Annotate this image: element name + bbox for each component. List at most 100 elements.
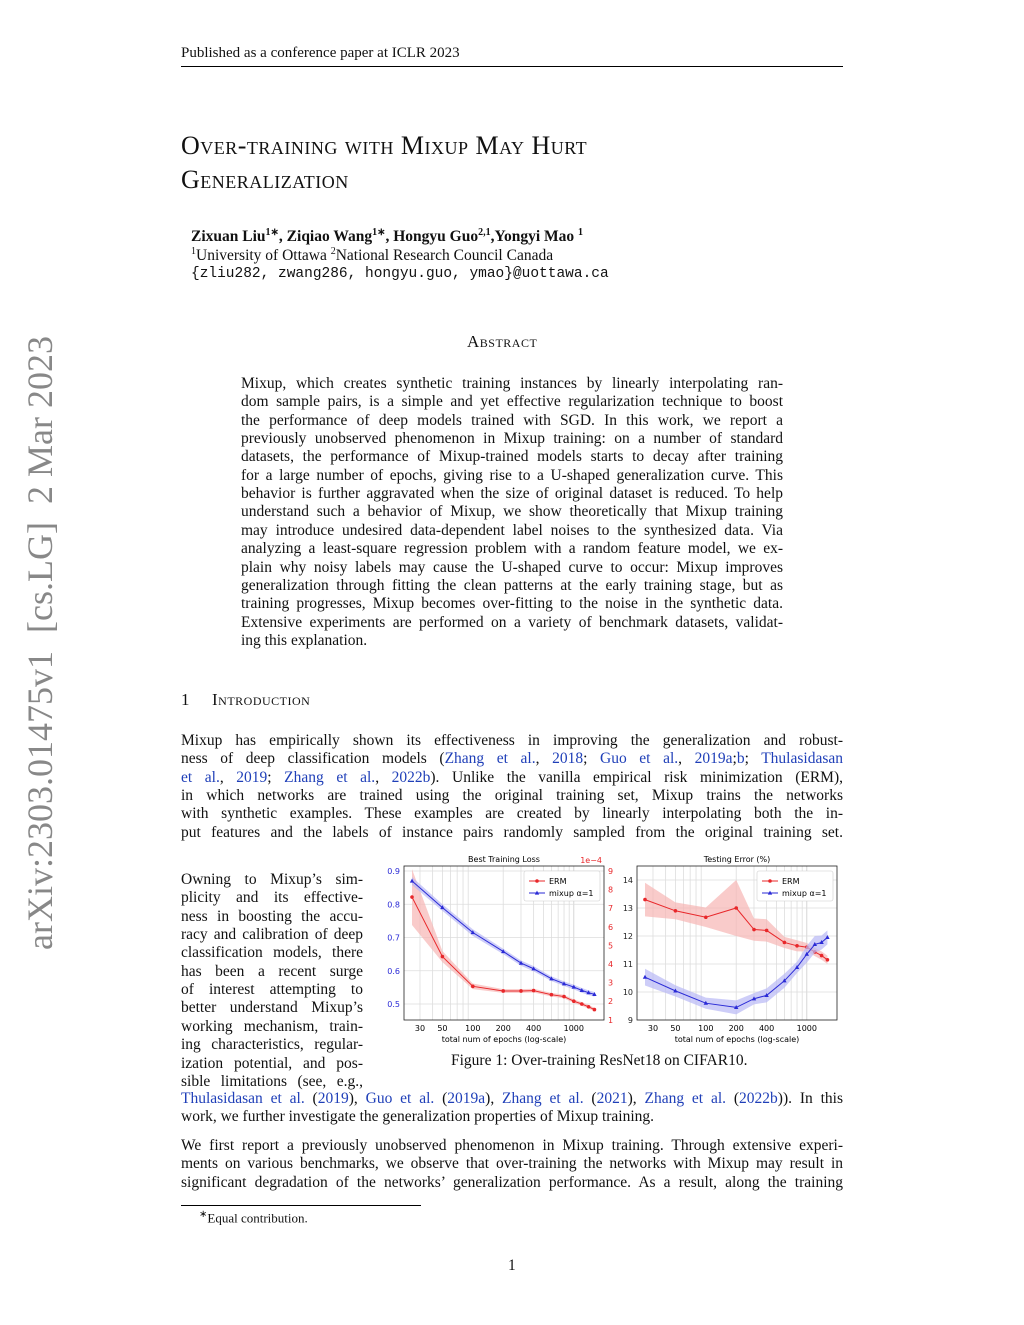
page-number: 1 [508,1257,516,1274]
citation-link[interactable]: 2022b [739,1090,778,1107]
citation-link[interactable]: et al. [181,768,220,786]
text-line: dom sample pairs, is a simple and yet ef… [241,393,783,411]
text: has been a recent surge [181,962,363,980]
legend-marker [767,890,773,895]
x-tick-label: 50 [670,1024,680,1033]
abstract-heading: Abstract [467,332,538,351]
superscript: 2 [330,246,336,257]
text-line: et al., 2019; Zhang et al., 2022b). Unli… [181,769,843,787]
text-line: Owning to Mixup’s sim- [181,871,363,889]
citation-link[interactable]: Guo et al. [600,750,679,768]
citation-link[interactable]: 2021 [596,1090,628,1107]
text: , [535,750,553,768]
text: , [219,768,237,786]
data-point [643,897,647,902]
text: ), [627,1090,645,1107]
data-point [673,988,678,993]
citation-link[interactable]: 2019 [236,768,268,786]
y-tick-label: 14 [623,876,633,885]
text: ; [744,750,762,768]
citation-link[interactable]: b [736,750,745,768]
citation-link[interactable]: Thulasidasan et al. [181,1090,305,1107]
data-point [795,944,799,948]
superscript: 1∗ [265,227,279,238]
x-tick-label: 400 [526,1024,541,1033]
text: ; [732,750,737,768]
data-point [440,905,445,910]
x-tick-label: 1000 [797,1024,817,1033]
data-point [782,978,787,983]
citation-link[interactable]: 2018 [552,750,584,768]
data-point [579,987,585,992]
affiliations: 1University of Ottawa 2National Research… [191,246,553,265]
text-line: classification models, there [181,944,363,962]
citation-link[interactable]: Thulasidasan [761,750,844,768]
text-line: in which networks are trained using the … [181,787,843,805]
data-point [586,1004,591,1009]
text: for a large number of epochs, giving ris… [241,466,783,484]
data-point [819,940,824,945]
text-line: has been a recent surge [181,963,363,981]
data-point [592,991,597,996]
text-line: previously unobserved phenomenon in Mixu… [241,430,783,448]
citation-link[interactable]: Zhang et al. [502,1090,584,1107]
footnote-rule [181,1205,421,1206]
text: previously unobserved phenomenon in Mixu… [241,430,783,448]
y2-tick-label: 7 [608,904,613,913]
y2-tick-label: 3 [608,979,613,988]
text: ,Yongyi Mao [490,228,579,246]
data-point [804,951,810,956]
y2-tick-label: 1 [608,1016,613,1025]
chart-title: Testing Error (%) [703,855,771,864]
citation-link[interactable]: 2019a [447,1090,486,1107]
data-point [580,1002,584,1006]
text: analyzing a least-square regression prob… [241,540,783,558]
citation-link[interactable]: 2019 [317,1090,349,1107]
x-tick-label: 30 [648,1024,658,1033]
y2-tick-label: 2 [608,997,613,1006]
y-tick-label: 0.8 [387,900,400,909]
legend-label: ERM [549,877,567,886]
text: ness of deep classification models ( [181,750,445,768]
data-point [703,1000,709,1005]
data-point [812,942,818,946]
citation-link[interactable]: Zhang et al. [444,750,536,768]
text-line: racy and calibration of deep [181,926,363,944]
citation-link[interactable]: 2019a [694,750,733,768]
data-point [704,915,708,920]
text: University of Ottawa [196,247,331,265]
text: sible limitations (see, e.g., [181,1072,363,1090]
data-point [819,953,824,958]
x-tick-label: 50 [437,1024,447,1033]
text-line: Mixup, which creates synthetic training … [241,375,783,393]
text: with synthetic examples. These examples … [181,805,843,823]
text-line: working mechanism, train- [181,1018,363,1036]
text-line: better understand Mixup’s [181,999,363,1017]
text-line: analyzing a least-square regression prob… [241,540,783,558]
text-line: ments on various benchmarks, we observe … [181,1155,843,1173]
data-point [440,954,445,959]
legend-label: mixup α=1 [549,889,594,898]
data-point [764,928,769,933]
text-line: ing characteristics, regular- [181,1036,363,1054]
running-header: Published as a conference paper at ICLR … [181,45,460,61]
citation-link[interactable]: Guo et al. [365,1090,435,1107]
text: Mixup has empirically shown its effectiv… [181,732,843,749]
citation-link[interactable]: Zhang et al. [644,1090,727,1107]
superscript: 1∗ [372,227,386,238]
x-tick-label: 30 [415,1024,425,1033]
data-point [782,940,787,945]
text: We first report a previously unobserved … [181,1137,843,1154]
y2-tick-label: 6 [608,923,613,932]
citation-link[interactable]: Zhang et al. [284,768,376,786]
legend-marker [534,890,540,895]
text: may introduce undesired data-dependent l… [241,521,783,539]
text-line: generalization through fitting the clean… [241,577,783,595]
data-point [752,927,756,932]
chart-title: Best Training Loss [468,855,540,864]
citation-link[interactable]: 2022b [391,768,431,786]
text: Owning to Mixup’s sim- [181,871,363,888]
text: ( [583,1090,597,1107]
text-line: ing this explanation. [241,632,783,650]
